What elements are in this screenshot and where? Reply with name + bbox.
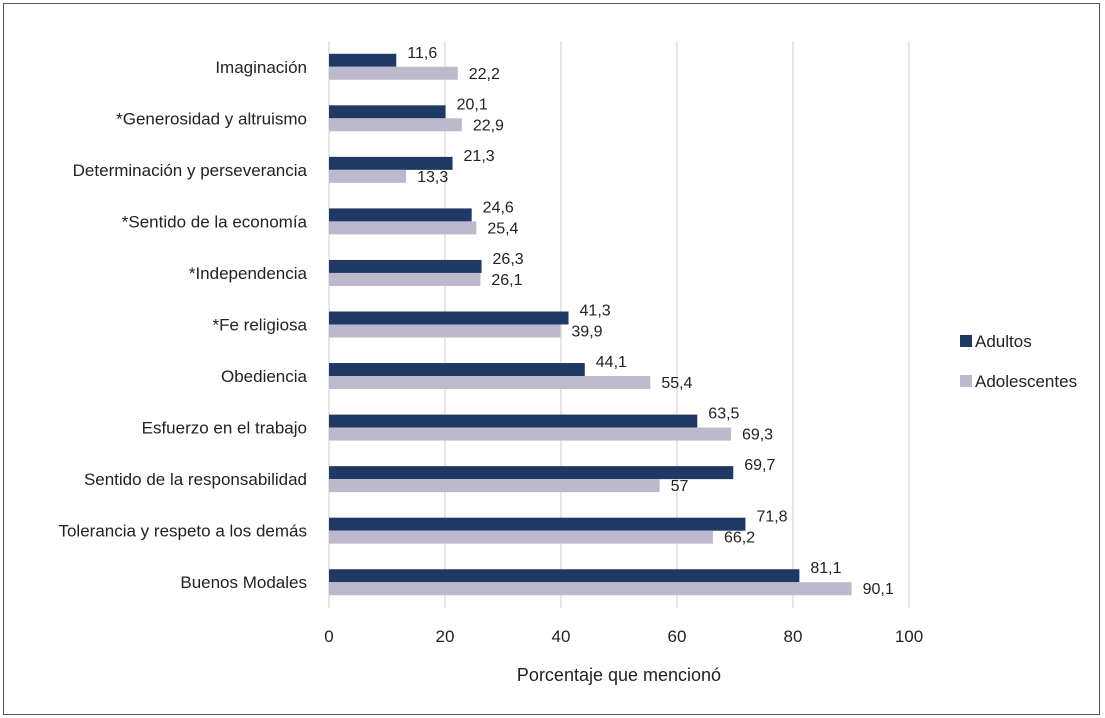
value-label: 20,1 — [457, 96, 488, 113]
value-labels: 11,6 22,2 20,1 22,9 21,3 13,3 24,6 25,4 26,3 26,1… — [407, 45, 894, 598]
bar-adolescentes — [329, 272, 481, 286]
value-label: 41,3 — [580, 303, 611, 320]
value-label: 24,6 — [483, 199, 514, 216]
bar-adultos — [329, 466, 734, 480]
value-label: 25,4 — [487, 220, 518, 237]
bar-adultos — [329, 53, 397, 67]
x-tick-labels: 0 20 40 60 80 100 — [324, 627, 923, 646]
category-label: Imaginación — [215, 58, 307, 77]
value-label: 81,1 — [810, 560, 841, 577]
x-tick-label: 0 — [324, 627, 333, 646]
bar-adolescentes — [329, 427, 731, 441]
x-tick-label: 100 — [895, 627, 923, 646]
bars — [329, 53, 852, 596]
value-label: 63,5 — [708, 406, 739, 423]
value-label: 13,3 — [417, 169, 448, 186]
value-label: 22,2 — [469, 66, 500, 83]
bar-adultos — [329, 105, 446, 119]
bar-adolescentes — [329, 118, 462, 132]
x-axis-title: Porcentaje que mencionó — [517, 665, 721, 685]
bar-adolescentes — [329, 376, 651, 390]
legend-label: Adolescentes — [975, 372, 1077, 391]
value-label: 11,6 — [407, 45, 437, 62]
value-label: 26,3 — [493, 251, 524, 268]
category-label: Determinación y perseverancia — [73, 161, 308, 180]
x-tick-label: 60 — [668, 627, 687, 646]
bar-adultos — [329, 156, 453, 170]
category-label: *Generosidad y altruismo — [116, 109, 307, 128]
bar-adolescentes — [329, 479, 660, 493]
x-tick-label: 80 — [784, 627, 803, 646]
bar-adultos — [329, 517, 746, 531]
chart-frame — [3, 3, 1100, 715]
bar-adultos — [329, 363, 585, 377]
x-tick-label: 20 — [436, 627, 455, 646]
bar-adolescentes — [329, 582, 852, 596]
category-label: Buenos Modales — [180, 573, 307, 592]
legend-swatch — [960, 335, 972, 347]
value-label: 39,9 — [571, 324, 602, 341]
bar-adolescentes — [329, 324, 561, 338]
value-label: 21,3 — [464, 148, 495, 165]
value-label: 90,1 — [863, 581, 894, 598]
value-label: 69,3 — [742, 427, 773, 444]
value-label: 69,7 — [744, 457, 775, 474]
category-label: Sentido de la responsabilidad — [84, 470, 307, 489]
bar-adultos — [329, 259, 482, 273]
value-label: 26,1 — [491, 272, 522, 289]
value-label: 71,8 — [756, 509, 787, 526]
bar-adultos — [329, 569, 800, 583]
value-label: 44,1 — [596, 354, 627, 371]
bar-adolescentes — [329, 530, 713, 544]
value-label: 66,2 — [724, 530, 755, 547]
bar-adolescentes — [329, 221, 477, 235]
gridlines — [328, 41, 910, 608]
legend-label: Adultos — [975, 332, 1032, 351]
legend-swatch — [960, 375, 972, 387]
category-label: *Sentido de la economía — [122, 212, 308, 231]
bar-adultos — [329, 414, 698, 428]
bar-adultos — [329, 208, 472, 222]
category-label: Tolerancia y respeto a los demás — [58, 522, 307, 541]
category-label: *Fe religiosa — [213, 316, 308, 335]
category-label: Esfuerzo en el trabajo — [142, 419, 307, 438]
bar-adultos — [329, 311, 569, 325]
legend: Adultos Adolescentes — [960, 332, 1077, 391]
bar-adolescentes — [329, 66, 458, 80]
category-label: Obediencia — [221, 367, 308, 386]
value-label: 55,4 — [661, 375, 692, 392]
category-label: *Independencia — [189, 264, 308, 283]
value-label: 57 — [671, 478, 689, 495]
category-labels: Imaginación *Generosidad y altruismo Deter… — [58, 58, 307, 592]
x-tick-label: 40 — [552, 627, 571, 646]
bar-adolescentes — [329, 169, 407, 183]
value-label: 22,9 — [473, 117, 504, 134]
